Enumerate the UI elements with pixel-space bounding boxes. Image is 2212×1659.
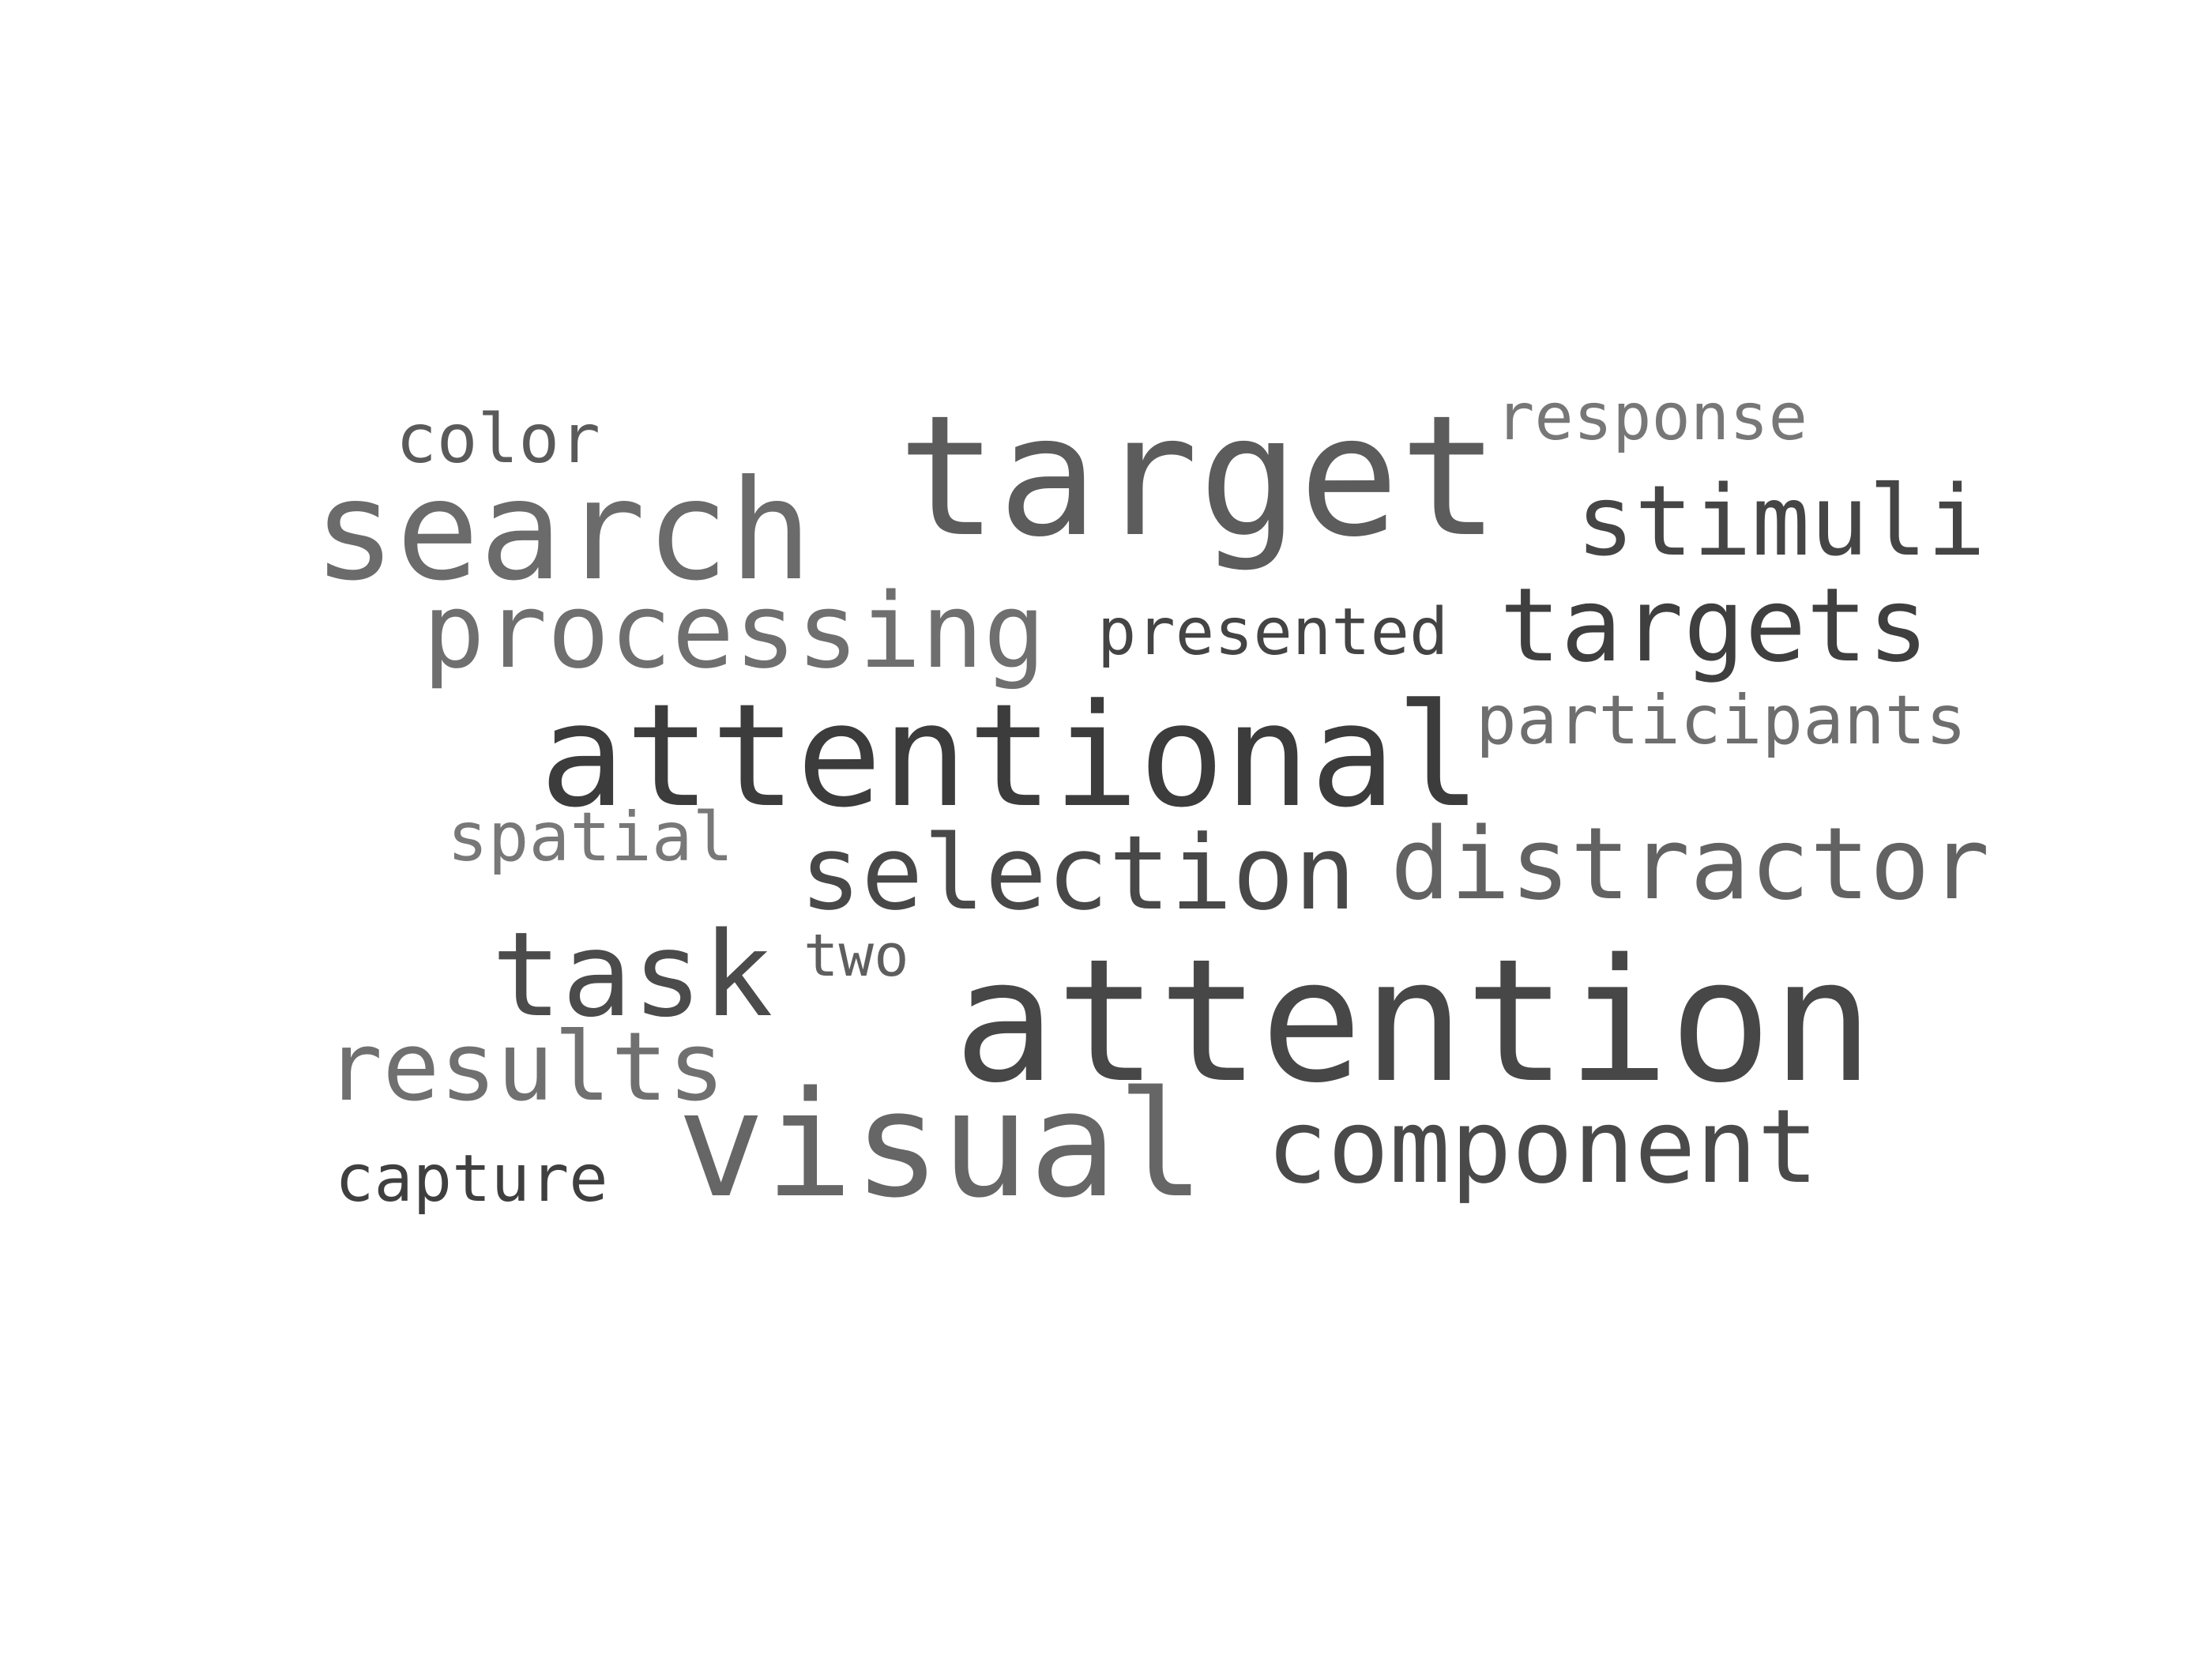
word-selection: selection [799, 813, 1356, 933]
word-spatial: spatial [447, 798, 734, 877]
word-two: two [803, 922, 909, 990]
word-attentional: attentional [540, 674, 1482, 839]
word-task: task [491, 907, 773, 1043]
word-targets: targets [1499, 566, 1929, 685]
word-visual: visual [677, 1059, 1206, 1230]
word-response: response [1495, 380, 1808, 455]
word-participants: participants [1476, 681, 1967, 760]
word-distractor: distractor [1390, 806, 1990, 922]
word-color: color [396, 400, 600, 479]
word-stimuli: stimuli [1576, 465, 1986, 578]
word-presented: presented [1097, 595, 1449, 670]
word-target: target [897, 379, 1500, 574]
word-capture: capture [335, 1142, 608, 1217]
word-processing: processing [423, 570, 1046, 691]
word-results: results [325, 1013, 725, 1123]
word-search: search [313, 451, 813, 611]
word-component: component [1266, 1088, 1819, 1206]
word-attention: attention [954, 922, 1874, 1120]
